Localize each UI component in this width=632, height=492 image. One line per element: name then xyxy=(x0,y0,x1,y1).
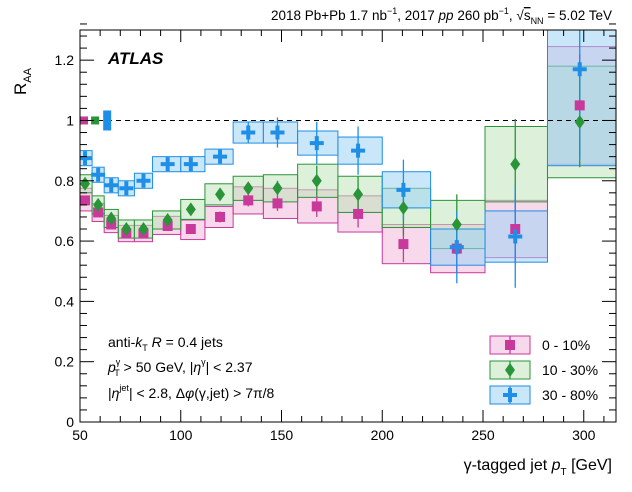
chart-header: 2018 Pb+Pb 1.7 nb−1, 2017 pp 260 pb−1, √… xyxy=(271,6,612,26)
marker-s1-p4 xyxy=(138,222,149,237)
experiment-label: ATLAS xyxy=(107,49,164,68)
legend-label-2: 30 - 80% xyxy=(542,387,598,403)
marker-s0-p11 xyxy=(353,208,364,219)
y-tick-label-6: 1.2 xyxy=(55,52,75,68)
marker-s0-p9 xyxy=(272,198,283,209)
syst-box-s2-p15 xyxy=(546,30,616,167)
marker-s1-p11 xyxy=(353,187,364,202)
marker-s2-p0 xyxy=(80,151,93,166)
marker-s1-p9 xyxy=(272,181,283,196)
marker-s1-p2 xyxy=(106,211,117,226)
marker-s0-p8 xyxy=(243,195,254,206)
marker-s2-p4 xyxy=(136,173,151,188)
x-tick-label-1: 100 xyxy=(169,427,193,443)
marker-s0-p12 xyxy=(398,239,409,250)
norm-box-1 xyxy=(91,116,100,125)
marker-s1-p12 xyxy=(398,200,409,215)
annotation-photon-cuts: pγ T > 50 GeV, |ηγ| < 2.37 xyxy=(107,357,253,378)
y-tick-label-2: 0.4 xyxy=(55,293,75,309)
marker-s1-p1 xyxy=(93,197,104,212)
x-tick-label-3: 200 xyxy=(371,427,395,443)
marker-s2-p5 xyxy=(160,157,175,172)
y-tick-label-1: 0.2 xyxy=(55,354,75,370)
y-tick-label-4: 0.8 xyxy=(55,173,75,189)
marker-s1-p15 xyxy=(574,114,585,129)
legend-marker-2 xyxy=(503,388,517,402)
marker-s0-p10 xyxy=(311,201,322,212)
data-markers xyxy=(80,62,587,255)
marker-s1-p14 xyxy=(510,157,521,172)
marker-s1-p10 xyxy=(311,173,322,188)
marker-s2-p7 xyxy=(213,149,228,164)
plot-frame xyxy=(79,29,617,423)
marker-s2-p6 xyxy=(183,157,198,172)
axes: 50 100 150 200 250 300 0 0.2 0.4 0.6 0.8 1 1.2 xyxy=(55,23,616,443)
marker-s2-p8 xyxy=(241,125,256,140)
marker-s2-p14 xyxy=(508,229,523,244)
marker-s1-p6 xyxy=(185,202,196,217)
marker-s0-p7 xyxy=(215,211,226,222)
marker-s1-p3 xyxy=(121,222,132,237)
marker-s2-p12 xyxy=(396,182,411,197)
marker-s2-p10 xyxy=(309,136,324,151)
norm-box-2 xyxy=(103,110,112,131)
y-tick-label-5: 1 xyxy=(66,112,74,128)
legend-marker-0 xyxy=(505,340,515,350)
marker-s0-p1 xyxy=(93,207,104,218)
annotation-jet-algorithm: anti-kT R = 0.4 jets xyxy=(108,334,223,353)
marker-s2-p9 xyxy=(270,125,285,140)
x-tick-label-4: 250 xyxy=(471,427,495,443)
marker-s0-p0 xyxy=(80,195,91,206)
marker-s2-p2 xyxy=(104,178,119,193)
marker-s2-p13 xyxy=(449,240,464,255)
legend: 0 - 10% 10 - 30% 30 - 80% xyxy=(489,335,598,405)
x-tick-label-5: 300 xyxy=(572,427,596,443)
marker-s2-p11 xyxy=(351,143,366,158)
marker-s1-p13 xyxy=(451,217,462,232)
x-tick-label-0: 50 xyxy=(72,427,88,443)
marker-s2-p3 xyxy=(119,181,134,196)
y-tick-label-3: 0.6 xyxy=(55,233,75,249)
annotation-jet-cuts: |ηjet| < 2.8, Δφ(γ,jet) > 7π/8 xyxy=(108,383,275,401)
marker-s0-p6 xyxy=(185,224,196,235)
legend-label-0: 0 - 10% xyxy=(542,337,590,353)
legend-marker-1 xyxy=(505,363,515,377)
legend-label-1: 10 - 30% xyxy=(542,362,598,378)
marker-s1-p5 xyxy=(162,212,173,227)
y-tick-label-0: 0 xyxy=(66,414,74,430)
marker-s1-p8 xyxy=(243,181,254,196)
marker-s0-p14 xyxy=(510,224,521,235)
marker-s2-p1 xyxy=(91,167,106,182)
marker-s2-p15 xyxy=(572,62,587,77)
x-tick-label-2: 150 xyxy=(270,427,294,443)
x-axis-label: γ-tagged jet pT [GeV] xyxy=(464,457,612,478)
y-axis-label: RAA xyxy=(11,67,34,95)
marker-s1-p7 xyxy=(215,187,226,202)
marker-s0-p15 xyxy=(574,100,585,111)
